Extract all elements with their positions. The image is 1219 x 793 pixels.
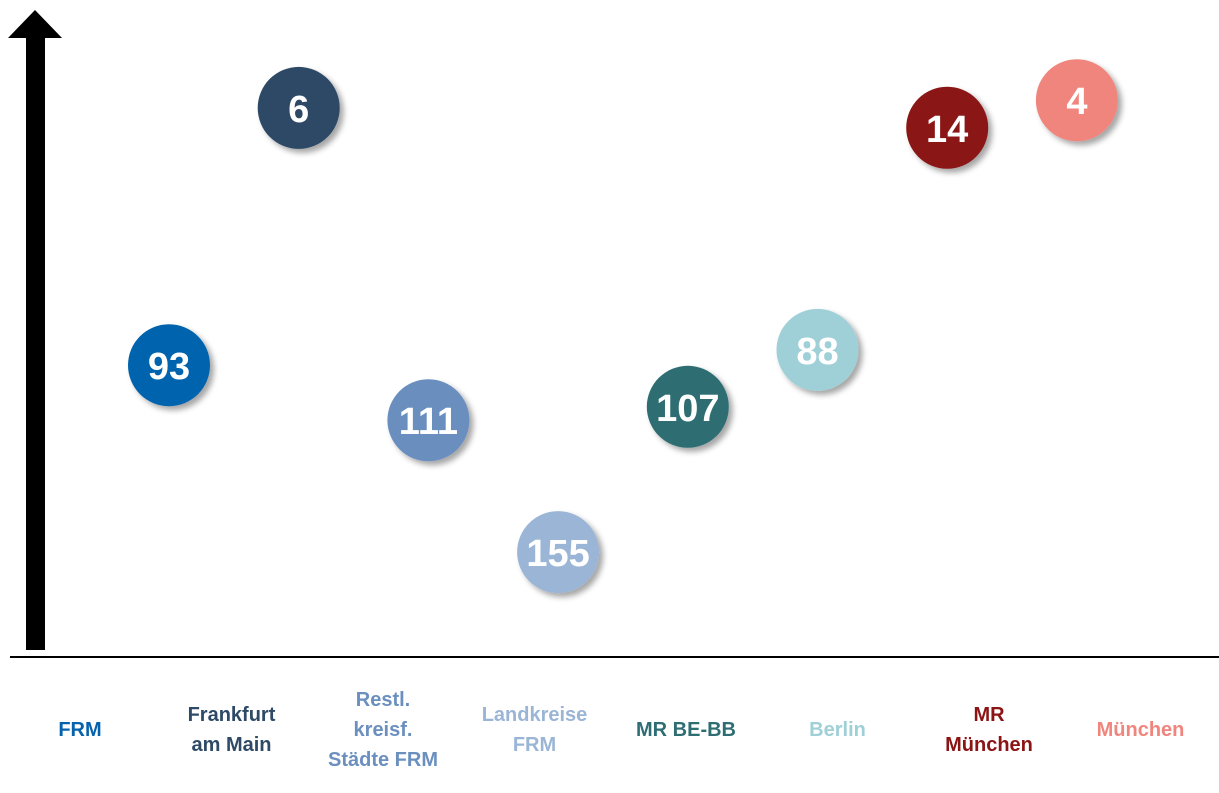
category-label: Landkreise FRM — [481, 704, 588, 756]
bubble-label: 14 — [926, 109, 968, 151]
bubble — [128, 324, 210, 407]
category-label: MR BE-BB — [636, 719, 736, 741]
bubble — [1035, 59, 1118, 142]
category-label: Frankfurt am Main — [187, 704, 276, 756]
bubble-label: 107 — [656, 388, 719, 430]
bubble-label: 155 — [526, 533, 589, 575]
category-label: FRM — [58, 719, 102, 741]
category-label: MR München — [945, 704, 1033, 756]
y-axis-arrowhead — [8, 10, 62, 38]
bubble-label: 4 — [1066, 81, 1087, 123]
bubble — [257, 66, 340, 149]
category-label: Restl. kreisf. Städte FRM — [328, 689, 438, 771]
bubble-label: 111 — [399, 401, 458, 443]
category-label: München — [1096, 719, 1185, 741]
category-label: Berlin — [809, 719, 866, 741]
bubble — [387, 379, 470, 462]
bubble-label: 88 — [796, 331, 838, 373]
bubble-label: 6 — [288, 89, 309, 131]
bubble — [776, 308, 859, 391]
bubble — [646, 365, 729, 448]
bubble — [517, 511, 600, 594]
bubble — [906, 86, 989, 169]
y-axis-arrow — [26, 36, 45, 650]
bubble-label: 93 — [148, 346, 190, 388]
